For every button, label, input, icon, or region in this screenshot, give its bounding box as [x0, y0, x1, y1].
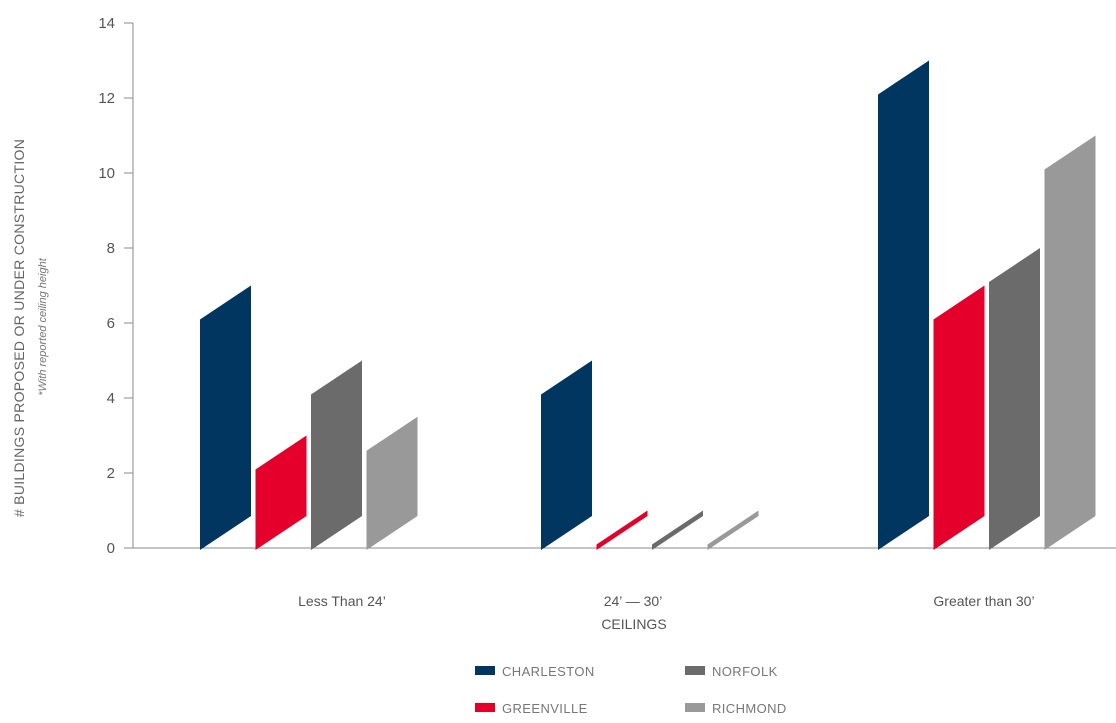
bar-greenville-2: [596, 510, 648, 550]
y-axis-note: *With reported ceiling height: [37, 257, 49, 395]
legend-label-charleston: CHARLESTON: [502, 664, 595, 679]
y-tick-label: 12: [98, 90, 115, 107]
bar-norfolk-3: [989, 248, 1040, 550]
x-category-label: Greater than 30’: [933, 593, 1034, 609]
bar-greenville-3: [933, 285, 985, 550]
legend: CHARLESTON GREENVILLE NORFOLK RICHMOND: [475, 664, 787, 716]
bar-norfolk-2: [652, 510, 703, 550]
y-tick-label: 4: [107, 390, 115, 407]
x-axis-title: CEILINGS: [601, 616, 666, 632]
y-tick-label: 2: [107, 465, 115, 482]
legend-swatch-charleston: [475, 666, 495, 675]
legend-label-norfolk: NORFOLK: [712, 664, 778, 679]
x-category-label: 24’ — 30’: [604, 593, 663, 609]
legend-label-richmond: RICHMOND: [712, 701, 787, 716]
bar-greenville-1: [255, 435, 307, 550]
x-category-label: Less Than 24’: [298, 593, 386, 609]
bar-richmond-2: [707, 510, 759, 550]
legend-swatch-richmond: [685, 703, 705, 712]
y-tick-label: 10: [98, 165, 115, 182]
y-tick-label: 0: [107, 540, 115, 557]
bar-richmond-3: [1044, 135, 1096, 550]
y-axis: 0 2 4 6 8 10 12 14: [98, 15, 134, 557]
bar-richmond-1: [366, 416, 418, 550]
bars: [200, 60, 1096, 550]
bar-charleston-1: [200, 285, 251, 550]
bar-norfolk-1: [311, 360, 362, 550]
y-tick-label: 14: [98, 15, 115, 32]
legend-swatch-greenville: [475, 703, 495, 712]
bar-charleston-3: [878, 60, 929, 550]
category-labels: Less Than 24’ 24’ — 30’ Greater than 30’: [298, 593, 1034, 609]
y-axis-title: # BUILDINGS PROPOSED OR UNDER CONSTRUCTI…: [11, 139, 27, 517]
legend-swatch-norfolk: [685, 666, 705, 675]
y-tick-label: 8: [107, 240, 115, 257]
bar-charleston-2: [541, 360, 592, 550]
legend-label-greenville: GREENVILLE: [502, 701, 588, 716]
y-tick-label: 6: [107, 315, 115, 332]
